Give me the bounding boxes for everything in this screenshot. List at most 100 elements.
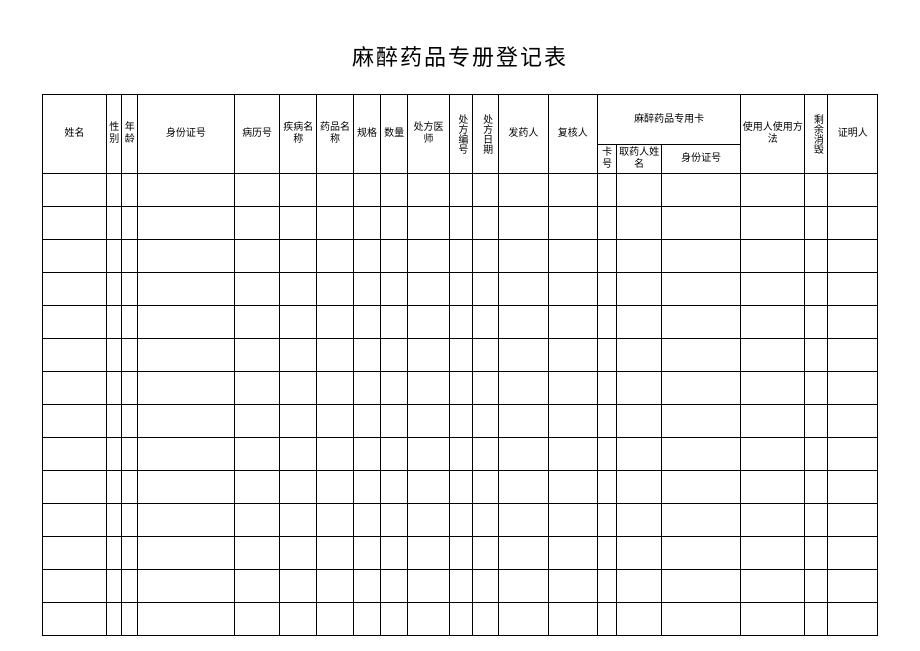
table-cell [828, 504, 878, 537]
table-cell [106, 174, 122, 207]
table-cell [741, 603, 805, 636]
table-cell [617, 537, 662, 570]
table-cell [548, 438, 597, 471]
table-cell [317, 570, 354, 603]
table-cell [548, 603, 597, 636]
table-cell [805, 504, 828, 537]
table-cell [353, 504, 380, 537]
table-cell [43, 405, 107, 438]
table-cell [741, 537, 805, 570]
table-cell [317, 471, 354, 504]
table-cell [449, 240, 472, 273]
table-cell [473, 207, 499, 240]
col-sex: 性别 [106, 95, 122, 174]
table-cell [106, 570, 122, 603]
table-cell [106, 603, 122, 636]
table-cell [741, 570, 805, 603]
col-id-number: 身份证号 [137, 95, 234, 174]
table-cell [137, 570, 234, 603]
col-usage-method: 使用人使用方法 [741, 95, 805, 174]
table-cell [548, 240, 597, 273]
table-row [43, 372, 878, 405]
table-cell [280, 372, 317, 405]
col-name: 姓名 [43, 95, 107, 174]
table-cell [43, 174, 107, 207]
table-cell [449, 603, 472, 636]
table-cell [122, 570, 138, 603]
table-cell [317, 438, 354, 471]
table-cell [234, 438, 280, 471]
table-cell [122, 471, 138, 504]
table-cell [548, 471, 597, 504]
table-cell [137, 273, 234, 306]
table-cell [317, 372, 354, 405]
table-cell [353, 273, 380, 306]
table-cell [828, 570, 878, 603]
table-cell [499, 207, 548, 240]
table-cell [741, 438, 805, 471]
table-cell [122, 537, 138, 570]
table-cell [617, 240, 662, 273]
table-cell [617, 438, 662, 471]
table-cell [473, 405, 499, 438]
table-cell [317, 405, 354, 438]
table-cell [234, 603, 280, 636]
table-cell [473, 504, 499, 537]
table-row [43, 438, 878, 471]
table-cell [741, 306, 805, 339]
table-cell [106, 405, 122, 438]
table-cell [408, 438, 450, 471]
table-cell [449, 471, 472, 504]
table-cell [408, 405, 450, 438]
table-cell [499, 372, 548, 405]
table-cell [499, 570, 548, 603]
table-cell [106, 306, 122, 339]
table-cell [234, 471, 280, 504]
table-cell [499, 405, 548, 438]
table-cell [473, 471, 499, 504]
table-cell [661, 471, 740, 504]
table-cell [741, 504, 805, 537]
table-cell [408, 207, 450, 240]
table-cell [280, 207, 317, 240]
table-cell [280, 174, 317, 207]
table-cell [43, 240, 107, 273]
table-cell [106, 504, 122, 537]
table-cell [381, 471, 408, 504]
table-cell [828, 273, 878, 306]
table-cell [661, 240, 740, 273]
table-cell [617, 405, 662, 438]
table-cell [597, 306, 616, 339]
table-cell [137, 405, 234, 438]
table-cell [280, 537, 317, 570]
table-cell [381, 240, 408, 273]
table-cell [106, 207, 122, 240]
table-cell [106, 240, 122, 273]
table-cell [449, 570, 472, 603]
table-cell [828, 405, 878, 438]
table-cell [617, 306, 662, 339]
table-cell [106, 471, 122, 504]
table-row [43, 537, 878, 570]
table-cell [106, 372, 122, 405]
table-cell [548, 504, 597, 537]
table-cell [473, 570, 499, 603]
table-cell [280, 438, 317, 471]
col-pickup-name: 取药人姓名 [617, 145, 662, 174]
table-cell [449, 273, 472, 306]
table-cell [234, 372, 280, 405]
table-cell [408, 273, 450, 306]
table-cell [122, 174, 138, 207]
table-cell [449, 306, 472, 339]
table-cell [234, 570, 280, 603]
table-cell [661, 273, 740, 306]
table-cell [43, 207, 107, 240]
table-cell [137, 438, 234, 471]
table-cell [122, 438, 138, 471]
table-cell [381, 339, 408, 372]
table-cell [548, 273, 597, 306]
table-cell [381, 504, 408, 537]
table-cell [137, 240, 234, 273]
table-cell [122, 273, 138, 306]
table-cell [617, 339, 662, 372]
